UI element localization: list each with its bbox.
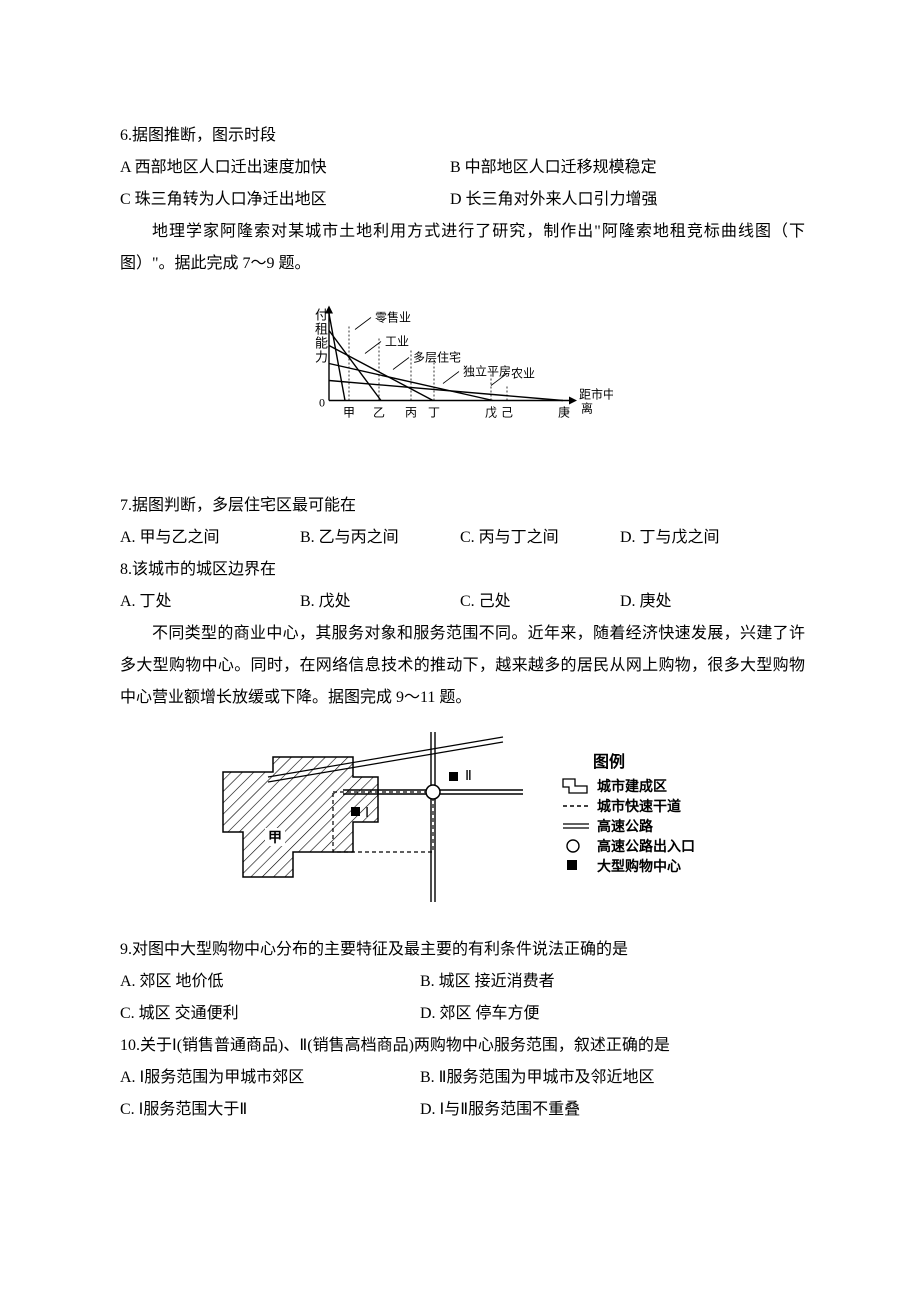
svg-text:租: 租 — [315, 322, 328, 337]
q10-opts-row1: A. Ⅰ服务范围为甲城市郊区 B. Ⅱ服务范围为甲城市及邻近地区 — [120, 1062, 805, 1094]
svg-text:付: 付 — [315, 308, 328, 323]
q9-optD: D. 郊区 停车方便 — [420, 998, 540, 1030]
svg-text:戊: 戊 — [485, 406, 497, 420]
q7-optC: C. 丙与丁之间 — [460, 522, 620, 554]
q9-optC: C. 城区 交通便利 — [120, 998, 420, 1030]
svg-text:乙: 乙 — [373, 406, 385, 420]
svg-text:城市快速干道: 城市快速干道 — [597, 798, 681, 815]
q6-optA: A 西部地区人口迁出速度加快 — [120, 152, 450, 184]
q9-opts-row2: C. 城区 交通便利 D. 郊区 停车方便 — [120, 998, 805, 1030]
svg-text:零售业: 零售业 — [375, 310, 411, 325]
svg-text:甲: 甲 — [268, 830, 282, 846]
svg-text:工业: 工业 — [385, 335, 409, 349]
q10-optB: B. Ⅱ服务范围为甲城市及邻近地区 — [420, 1062, 655, 1094]
q7-stem: 7.据图判断，多层住宅区最可能在 — [120, 490, 805, 522]
q9-opts-row1: A. 郊区 地价低 B. 城区 接近消费者 — [120, 966, 805, 998]
shopping-center-map: 甲 Ⅰ Ⅱ 图例城市建成区城市快速干道高速公路高速公路出入口大型购物中心 — [120, 732, 805, 924]
bid-rent-chart: 付租能力距市中心距离0零售业工业多层住宅独立平房农业甲乙丙丁戊己庚 — [120, 298, 805, 460]
svg-text:离: 离 — [581, 401, 593, 416]
intro2: 不同类型的商业中心，其服务对象和服务范围不同。近年来，随着经济快速发展，兴建了许… — [120, 618, 805, 714]
svg-text:图例: 图例 — [593, 752, 625, 771]
q8-optB: B. 戊处 — [300, 586, 460, 618]
q6-opts-row2: C 珠三角转为人口净迁出地区 D 长三角对外来人口引力增强 — [120, 184, 805, 216]
q7-optB: B. 乙与丙之间 — [300, 522, 460, 554]
svg-text:能: 能 — [315, 336, 328, 351]
svg-text:Ⅱ: Ⅱ — [465, 769, 472, 784]
q8-stem: 8.该城市的城区边界在 — [120, 554, 805, 586]
svg-text:丙: 丙 — [405, 406, 417, 420]
q9-optA: A. 郊区 地价低 — [120, 966, 420, 998]
q6-optD: D 长三角对外来人口引力增强 — [450, 184, 658, 216]
q9-stem: 9.对图中大型购物中心分布的主要特征及最主要的有利条件说法正确的是 — [120, 934, 805, 966]
q10-opts-row2: C. Ⅰ服务范围大于Ⅱ D. Ⅰ与Ⅱ服务范围不重叠 — [120, 1094, 805, 1126]
q8-opts: A. 丁处 B. 戊处 C. 己处 D. 庚处 — [120, 586, 805, 618]
svg-text:0: 0 — [319, 396, 325, 410]
svg-text:己: 己 — [501, 406, 513, 420]
svg-text:高速公路出入口: 高速公路出入口 — [597, 838, 695, 855]
svg-text:甲: 甲 — [343, 406, 355, 420]
svg-text:农业: 农业 — [511, 367, 535, 381]
svg-text:丁: 丁 — [428, 406, 440, 420]
q6-optB: B 中部地区人口迁移规模稳定 — [450, 152, 657, 184]
q7-optA: A. 甲与乙之间 — [120, 522, 300, 554]
q7-opts: A. 甲与乙之间 B. 乙与丙之间 C. 丙与丁之间 D. 丁与戊之间 — [120, 522, 805, 554]
svg-text:高速公路: 高速公路 — [597, 818, 654, 835]
svg-text:距市中心距: 距市中心距 — [579, 387, 613, 402]
q6-stem: 6.据图推断，图示时段 — [120, 120, 805, 152]
intro1: 地理学家阿隆索对某城市土地利用方式进行了研究，制作出"阿隆索地租竞标曲线图（下图… — [120, 216, 805, 280]
q9-optB: B. 城区 接近消费者 — [420, 966, 555, 998]
q10-stem: 10.关于Ⅰ(销售普通商品)、Ⅱ(销售高档商品)两购物中心服务范围，叙述正确的是 — [120, 1030, 805, 1062]
svg-text:Ⅰ: Ⅰ — [365, 806, 369, 821]
q8-optC: C. 己处 — [460, 586, 620, 618]
svg-text:多层住宅: 多层住宅 — [413, 350, 461, 365]
q10-optA: A. Ⅰ服务范围为甲城市郊区 — [120, 1062, 420, 1094]
q6-opts-row1: A 西部地区人口迁出速度加快 B 中部地区人口迁移规模稳定 — [120, 152, 805, 184]
q10-optC: C. Ⅰ服务范围大于Ⅱ — [120, 1094, 420, 1126]
svg-text:大型购物中心: 大型购物中心 — [597, 858, 681, 875]
exam-page: 6.据图推断，图示时段 A 西部地区人口迁出速度加快 B 中部地区人口迁移规模稳… — [0, 0, 920, 1186]
svg-text:庚: 庚 — [558, 405, 570, 420]
svg-text:力: 力 — [315, 350, 328, 365]
q8-optD: D. 庚处 — [620, 586, 672, 618]
q10-optD: D. Ⅰ与Ⅱ服务范围不重叠 — [420, 1094, 580, 1126]
q6-optC: C 珠三角转为人口净迁出地区 — [120, 184, 450, 216]
q8-optA: A. 丁处 — [120, 586, 300, 618]
svg-text:城市建成区: 城市建成区 — [597, 778, 667, 795]
q7-optD: D. 丁与戊之间 — [620, 522, 720, 554]
